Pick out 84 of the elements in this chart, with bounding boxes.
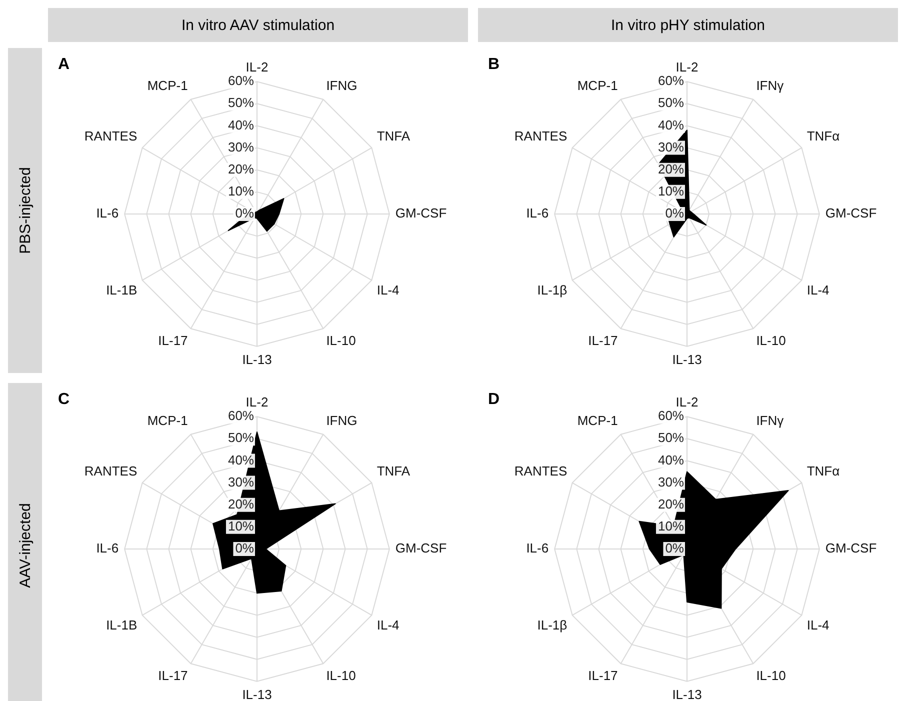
spoke-label: IL-1B xyxy=(106,282,138,298)
spoke-label: IL-10 xyxy=(756,333,786,348)
spoke-label: IL-17 xyxy=(158,668,188,684)
spoke-label: IL-13 xyxy=(242,686,272,701)
y-tick-label: 0% xyxy=(235,540,254,556)
text: In vitro pHY stimulation xyxy=(478,8,898,42)
spoke-label: MCP-1 xyxy=(577,78,618,93)
spoke-label: TNFα xyxy=(806,464,840,479)
text: AAV-injected xyxy=(16,503,34,588)
spoke-label: TNFA xyxy=(376,464,410,479)
spoke-label: IL-13 xyxy=(672,686,702,701)
spoke-label: IL-6 xyxy=(526,540,549,556)
spoke-label: IL-13 xyxy=(672,352,702,367)
spoke-label: IL-4 xyxy=(376,618,400,633)
y-tick-label: 40% xyxy=(658,117,684,132)
chart-title: C xyxy=(58,391,70,409)
text: In vitro AAV stimulation xyxy=(48,8,468,42)
y-tick-label: 50% xyxy=(228,95,254,110)
y-tick-label: 30% xyxy=(228,474,254,490)
spoke-label: MCP-1 xyxy=(147,78,188,93)
y-tick-label: 50% xyxy=(658,430,684,446)
spoke-label: IL-10 xyxy=(326,668,356,684)
y-tick-label: 30% xyxy=(658,139,684,154)
spoke-label: IL-2 xyxy=(246,59,268,74)
y-tick-label: 0% xyxy=(665,540,684,556)
y-tick-label: 20% xyxy=(228,161,254,176)
y-tick-label: 60% xyxy=(228,408,254,424)
spoke-label: IL-1β xyxy=(537,618,568,633)
y-tick-label: 0% xyxy=(235,206,254,221)
spoke-label: IL-17 xyxy=(158,333,188,348)
y-tick-label: 20% xyxy=(228,496,254,512)
chart-title: A xyxy=(58,56,70,74)
spoke-label: IL-4 xyxy=(806,282,830,298)
spoke-label: IFNγ xyxy=(756,78,784,93)
spoke-label: IL-10 xyxy=(756,668,786,684)
y-tick-label: 50% xyxy=(658,95,684,110)
y-tick-label: 20% xyxy=(658,161,684,176)
spoke-label: RANTES xyxy=(84,464,138,479)
spoke-label: IL-17 xyxy=(588,333,618,348)
spoke-label: TNFα xyxy=(806,128,840,144)
y-tick-label: 30% xyxy=(658,474,684,490)
spoke-label: GM-CSF xyxy=(395,206,447,221)
y-tick-label: 50% xyxy=(228,430,254,446)
y-tick-label: 30% xyxy=(228,139,254,154)
spoke-label: GM-CSF xyxy=(395,540,447,556)
spoke-label: IL-2 xyxy=(676,394,698,410)
spoke-label: MCP-1 xyxy=(147,412,188,428)
spoke-label: IL-17 xyxy=(588,668,618,684)
spoke-label: MCP-1 xyxy=(577,412,618,428)
spoke-label: IL-6 xyxy=(96,206,119,221)
spoke-label: IL-2 xyxy=(676,59,698,74)
spoke-label: IL-4 xyxy=(806,618,830,633)
chart-title: D xyxy=(488,391,500,409)
y-tick-label: 10% xyxy=(228,518,254,534)
spoke-label: IL-13 xyxy=(242,352,272,367)
spoke-label: IL-6 xyxy=(526,206,549,221)
text: PBS-injected xyxy=(16,167,34,254)
y-tick-label: 0% xyxy=(665,206,684,221)
y-tick-label: 40% xyxy=(228,117,254,132)
spoke-label: IFNγ xyxy=(756,412,784,428)
y-tick-label: 60% xyxy=(228,73,254,88)
spoke-label: GM-CSF xyxy=(825,540,877,556)
y-tick-label: 10% xyxy=(658,184,684,199)
chart-title: B xyxy=(488,56,500,74)
y-tick-label: 10% xyxy=(658,518,684,534)
spoke-label: IL-1β xyxy=(537,282,568,298)
spoke-label: IL-2 xyxy=(246,394,268,410)
y-tick-label: 40% xyxy=(228,452,254,468)
y-tick-label: 60% xyxy=(658,73,684,88)
spoke-label: RANTES xyxy=(514,128,568,144)
spoke-label: GM-CSF xyxy=(825,206,877,221)
spoke-label: TNFA xyxy=(376,128,410,144)
spoke-label: IFNG xyxy=(326,412,358,428)
spoke-label: IL-1B xyxy=(106,618,138,633)
spoke-label: IL-4 xyxy=(376,282,400,298)
spoke-label: RANTES xyxy=(514,464,568,479)
spoke-label: IL-10 xyxy=(326,333,356,348)
y-tick-label: 60% xyxy=(658,408,684,424)
y-tick-label: 10% xyxy=(228,184,254,199)
spoke-label: RANTES xyxy=(84,128,138,144)
spoke-label: IFNG xyxy=(326,78,358,93)
y-tick-label: 20% xyxy=(658,496,684,512)
y-tick-label: 40% xyxy=(658,452,684,468)
spoke-label: IL-6 xyxy=(96,540,119,556)
